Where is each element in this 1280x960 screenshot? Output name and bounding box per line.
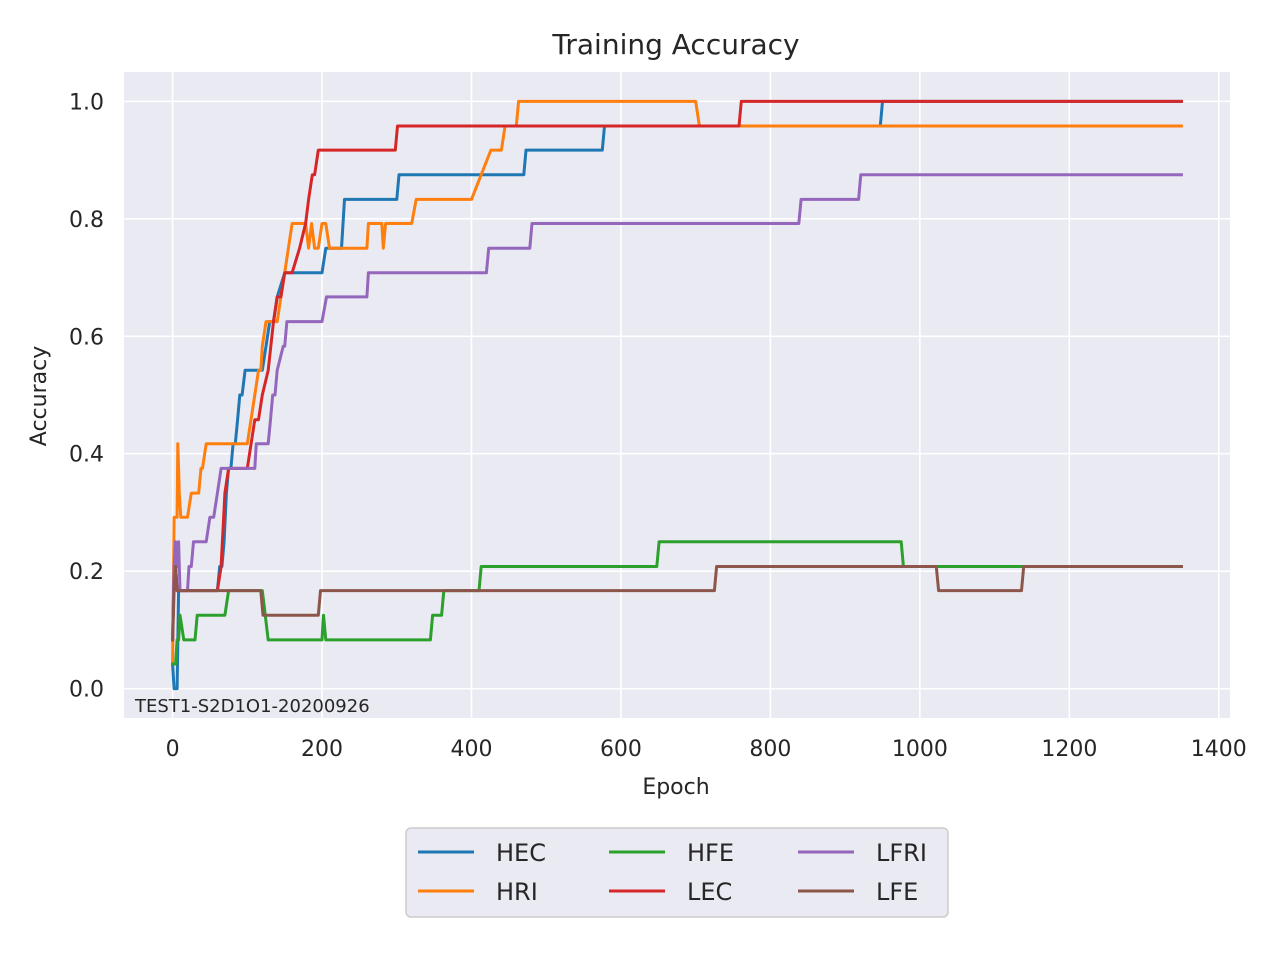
tick-labels: 0 200 400 600 800 1000 1200 1400 0.0 0.2 0.4 0.6 0.8… <box>69 90 1247 762</box>
legend-label-hfe: HFE <box>687 839 734 867</box>
y-tick-label: 0.6 <box>69 325 104 350</box>
legend-frame <box>405 827 949 918</box>
series-line-hri <box>171 99 1183 666</box>
chart-title: Training Accuracy <box>551 28 799 61</box>
x-tick-label: 600 <box>600 737 642 762</box>
legend-label-lec: LEC <box>687 878 732 906</box>
y-tick-label: 0.8 <box>69 208 104 233</box>
legend-label-hri: HRI <box>496 878 538 906</box>
x-tick-label: 400 <box>450 737 492 762</box>
legend-label-lfri: LFRI <box>876 839 927 867</box>
x-tick-label: 1200 <box>1041 737 1097 762</box>
x-tick-label: 1400 <box>1191 737 1247 762</box>
y-tick-label: 0.4 <box>69 443 104 468</box>
plot-area <box>124 72 1230 718</box>
x-tick-label: 200 <box>301 737 343 762</box>
y-tick-label: 1.0 <box>69 90 104 115</box>
series-line-lfri <box>171 173 1183 642</box>
legend-label-hec: HEC <box>496 839 546 867</box>
series-lines <box>171 99 1183 691</box>
y-axis-label: Accuracy <box>27 346 52 446</box>
legend: HEC HRI HFE LEC LFRI LFE <box>405 827 949 918</box>
series-line-hfe <box>171 540 1183 666</box>
x-tick-label: 0 <box>166 737 180 762</box>
series-line-lfe <box>171 565 1183 642</box>
y-tick-label: 0.2 <box>69 560 104 585</box>
y-tick-label: 0.0 <box>69 678 104 703</box>
plot-annotation: TEST1-S2D1O1-20200926 <box>134 696 370 717</box>
legend-label-lfe: LFE <box>876 878 918 906</box>
x-axis-label: Epoch <box>642 775 709 800</box>
x-tick-label: 800 <box>749 737 791 762</box>
x-tick-label: 1000 <box>892 737 948 762</box>
